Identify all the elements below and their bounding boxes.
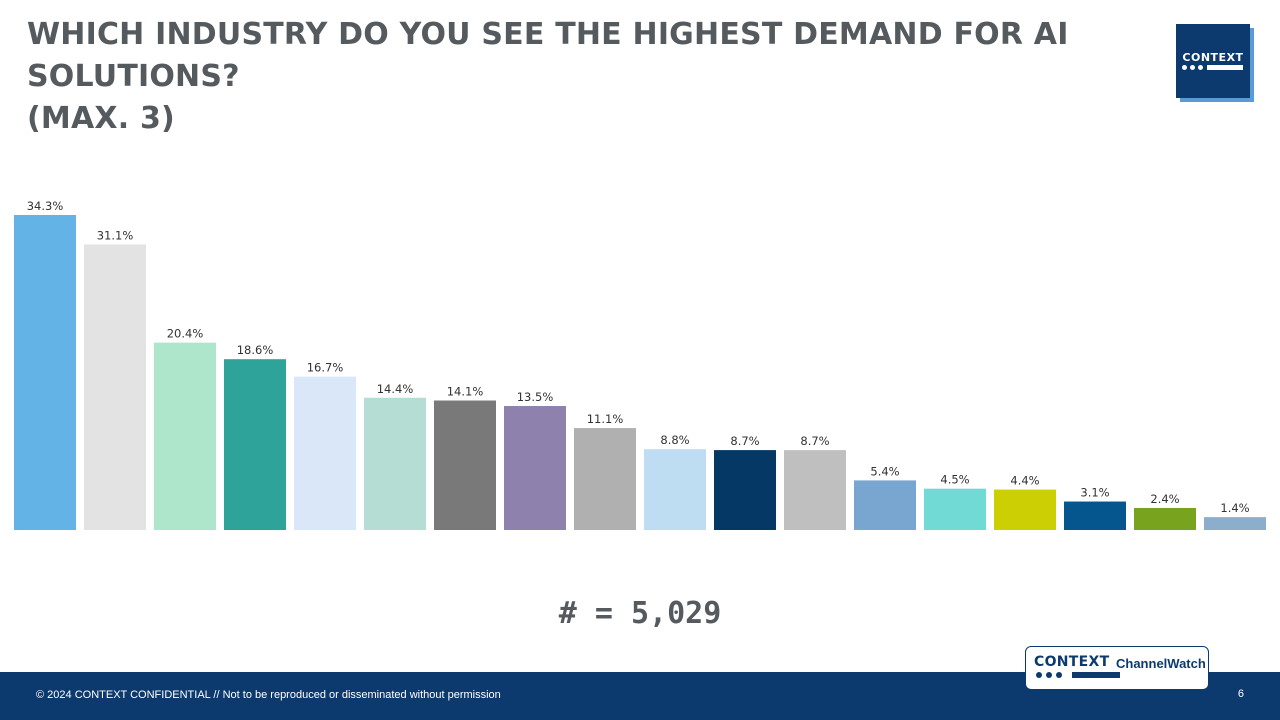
bar-chart: 34.3% 31.1% 20.4% 18.6% 16.7% 14.4% 14.1% 13.5%… — [14, 199, 1266, 530]
bar-2 — [84, 244, 146, 530]
data-label-8: 13.5% — [517, 390, 554, 404]
data-label-12: 8.7% — [800, 434, 829, 448]
bar-3 — [154, 342, 216, 530]
bar-8 — [504, 406, 566, 530]
bar-14 — [924, 488, 986, 530]
data-label-7: 14.1% — [447, 385, 484, 399]
data-label-6: 14.4% — [377, 382, 414, 396]
bar-16 — [1064, 501, 1126, 530]
badge-product: ChannelWatch — [1116, 656, 1206, 671]
data-label-13: 5.4% — [870, 464, 899, 478]
data-label-11: 8.7% — [730, 434, 759, 448]
data-label-1: 34.3% — [27, 199, 64, 213]
data-label-3: 20.4% — [167, 327, 204, 341]
bar-15 — [994, 489, 1056, 530]
sample-size: # = 5,029 — [558, 596, 722, 631]
title-line-2: (MAX. 3) — [27, 101, 175, 136]
data-label-2: 31.1% — [97, 228, 134, 242]
page-number: 6 — [1237, 688, 1244, 700]
data-label-15: 4.4% — [1010, 474, 1039, 488]
category-labels — [0, 532, 1280, 592]
bar-1 — [14, 215, 76, 530]
data-label-10: 8.8% — [660, 433, 689, 447]
bar-18 — [1204, 517, 1266, 530]
data-label-18: 1.4% — [1220, 501, 1249, 515]
logo-dots-mark — [1182, 64, 1244, 72]
logo-wordmark: CONTEXT — [1182, 51, 1244, 64]
data-label-17: 2.4% — [1150, 492, 1179, 506]
bar-6 — [364, 397, 426, 530]
badge-dots-mark — [1036, 672, 1120, 680]
data-label-4: 18.6% — [237, 343, 274, 357]
bar-12 — [784, 450, 846, 530]
bar-17 — [1134, 507, 1196, 530]
bar-4 — [224, 359, 286, 530]
title-line-1: WHICH INDUSTRY DO YOU SEE THE HIGHEST DE… — [27, 17, 1069, 94]
confidentiality-note: © 2024 CONTEXT CONFIDENTIAL // Not to be… — [36, 689, 501, 701]
bar-11 — [714, 450, 776, 530]
channelwatch-badge: CONTEXT ChannelWatch — [1025, 646, 1209, 690]
page-title: WHICH INDUSTRY DO YOU SEE THE HIGHEST DE… — [27, 14, 1147, 140]
bar-5 — [294, 376, 356, 530]
bar-7 — [434, 400, 496, 530]
data-label-5: 16.7% — [307, 361, 344, 375]
bar-10 — [644, 449, 706, 530]
context-logo: CONTEXT — [1176, 24, 1250, 98]
data-label-14: 4.5% — [940, 473, 969, 487]
bar-9 — [574, 428, 636, 530]
bar-13 — [854, 480, 916, 530]
badge-brand: CONTEXT — [1034, 654, 1110, 670]
data-label-16: 3.1% — [1080, 486, 1109, 500]
data-label-9: 11.1% — [587, 412, 624, 426]
